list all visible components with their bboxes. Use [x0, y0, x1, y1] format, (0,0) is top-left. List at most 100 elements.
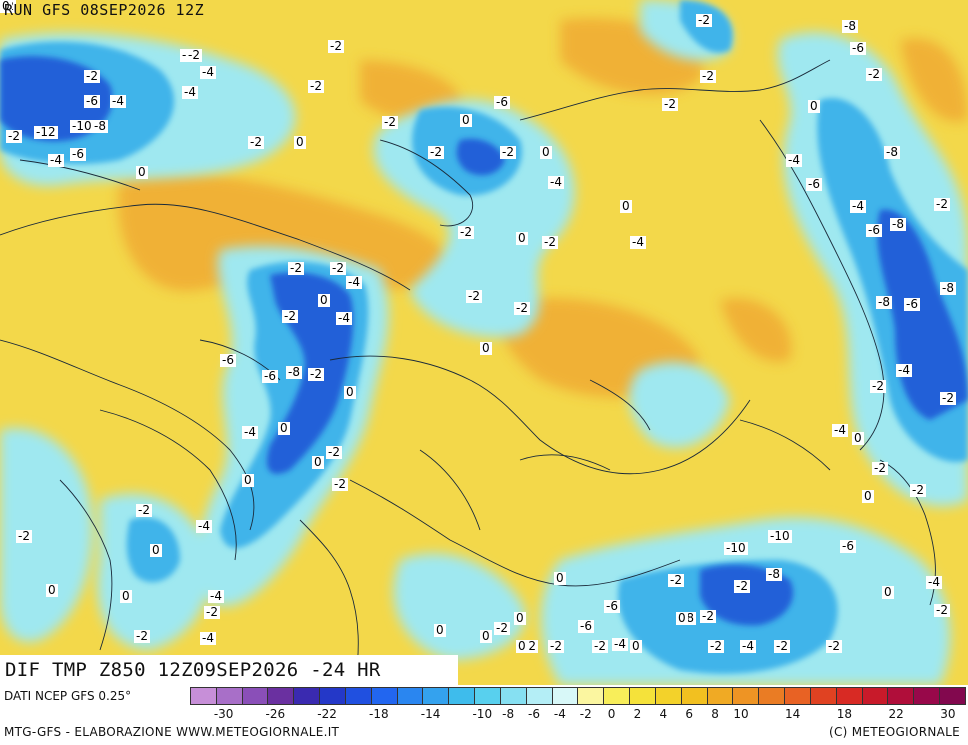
contour-label: -2: [282, 309, 298, 323]
contour-label: -2: [332, 477, 348, 491]
colorbar-tick-label: -2: [579, 707, 592, 721]
contour-label: -6: [806, 177, 822, 191]
contour-label: -6: [866, 223, 882, 237]
contour-label: -8: [890, 217, 906, 231]
contour-label: -2: [204, 605, 220, 619]
contour-label: -8: [876, 295, 892, 309]
contour-label: 0: [882, 585, 894, 599]
colorbar-tick-label: -6: [528, 707, 540, 721]
contour-label: -2: [592, 639, 608, 653]
colorbar-swatch: [320, 688, 346, 704]
contour-label: -2: [872, 461, 888, 475]
contour-label: -2: [934, 197, 950, 211]
contour-label: -4: [200, 65, 216, 79]
contour-label: -6: [604, 599, 620, 613]
contour-label: -4: [242, 425, 258, 439]
contour-label: -2: [910, 483, 926, 497]
contour-label: -4: [850, 199, 866, 213]
colorbar-swatch: [268, 688, 295, 704]
colorbar-tick-label: -26: [265, 707, 286, 721]
credit-text: MTG-GFS - ELABORAZIONE WWW.METEOGIORNALE…: [4, 725, 340, 739]
colorbar-swatch: [888, 688, 915, 704]
colorbar-tick-label: -8: [502, 707, 515, 721]
colorbar-swatch: [242, 688, 269, 704]
contour-label: -2: [668, 573, 684, 587]
colorbar-swatch: [449, 688, 476, 704]
contour-label: -2: [940, 391, 956, 405]
contour-label: -2: [542, 235, 558, 249]
colorbar-tick-label: 18: [836, 707, 853, 721]
colorbar-tick-label: 10: [733, 707, 749, 721]
contour-label: 0: [516, 639, 528, 653]
colorbar-tick-label: 6: [685, 707, 694, 721]
contour-label: 0: [862, 489, 874, 503]
contour-label: 0: [480, 341, 492, 355]
contour-label: 0: [852, 431, 864, 445]
contour-label: -2: [328, 39, 344, 53]
colorbar-tick-label: 30: [940, 707, 956, 721]
contour-label: -2: [16, 529, 32, 543]
contour-label: -6: [84, 94, 100, 108]
contour-label: -6: [220, 353, 236, 367]
contour-label: -2: [186, 48, 202, 62]
contour-label: 0: [514, 611, 526, 625]
colorbar-tick-label: -4: [553, 707, 566, 721]
colorbar-swatch: [604, 688, 631, 704]
contour-label: 0: [620, 199, 632, 213]
contour-label: 0: [676, 611, 688, 625]
contour-label: 0: [480, 629, 492, 643]
contour-label: 0: [630, 639, 642, 653]
colorbar-swatch: [500, 688, 527, 704]
contour-label: -2: [500, 145, 516, 159]
contour-label: -8: [766, 567, 782, 581]
contour-label: -2: [248, 135, 264, 149]
contour-label: -2: [774, 639, 790, 653]
contour-label: -2: [326, 445, 342, 459]
contour-label: -2: [696, 13, 712, 27]
contour-label: -2: [308, 79, 324, 93]
colorbar-swatch: [345, 688, 372, 704]
contour-label: -4: [182, 85, 198, 99]
contour-label: -2: [136, 503, 152, 517]
contour-label: -2: [662, 97, 678, 111]
copyright-text: (C) METEOGIORNALE: [828, 725, 960, 739]
colorbar-tick-label: -22: [317, 707, 337, 721]
contour-label: -8: [940, 281, 956, 295]
colorbar-swatch: [733, 688, 760, 704]
contour-label: 0: [46, 583, 58, 597]
colorbar-swatch: [785, 688, 811, 704]
colorbar-tick-label: 4: [659, 707, 668, 721]
contour-label: -4: [926, 575, 942, 589]
colorbar-tick-label: 14: [785, 707, 801, 721]
contour-label: -2: [288, 261, 304, 275]
contour-label: -2: [826, 639, 842, 653]
colorbar-swatch: [552, 688, 579, 704]
contour-label: 0: [242, 473, 254, 487]
contour-label: -2: [870, 379, 886, 393]
contour-label: -6: [850, 41, 866, 55]
contour-label: -2: [708, 639, 724, 653]
contour-label: -2: [866, 67, 882, 81]
contour-label: 0: [294, 135, 306, 149]
contour-label: -4: [630, 235, 646, 249]
colorbar-swatch: [655, 688, 682, 704]
colorbar-swatch: [681, 688, 708, 704]
contour-label: -2: [934, 603, 950, 617]
contour-label: -8: [286, 365, 302, 379]
contour-label: -2: [134, 629, 150, 643]
contour-label: -4: [336, 311, 352, 325]
contour-label: -12: [34, 125, 58, 139]
contour-label: -2: [548, 639, 564, 653]
contour-label: -6: [840, 539, 856, 553]
data-source: DATI NCEP GFS 0.25°: [4, 689, 132, 703]
colorbar-swatch: [810, 688, 837, 704]
contour-label: -2: [458, 225, 474, 239]
colorbar-swatch: [423, 688, 450, 704]
temperature-anomaly-map: RUN GFS 08SEP2026 12Z -2-2-4-6-4-2-12-10…: [0, 0, 968, 685]
contour-label: 0: [540, 145, 552, 159]
contour-label: -10: [70, 119, 94, 133]
contour-label: -4: [612, 637, 628, 651]
contour-label: -4: [196, 519, 212, 533]
contour-label: -2: [494, 621, 510, 635]
contour-label: -6: [904, 297, 920, 311]
